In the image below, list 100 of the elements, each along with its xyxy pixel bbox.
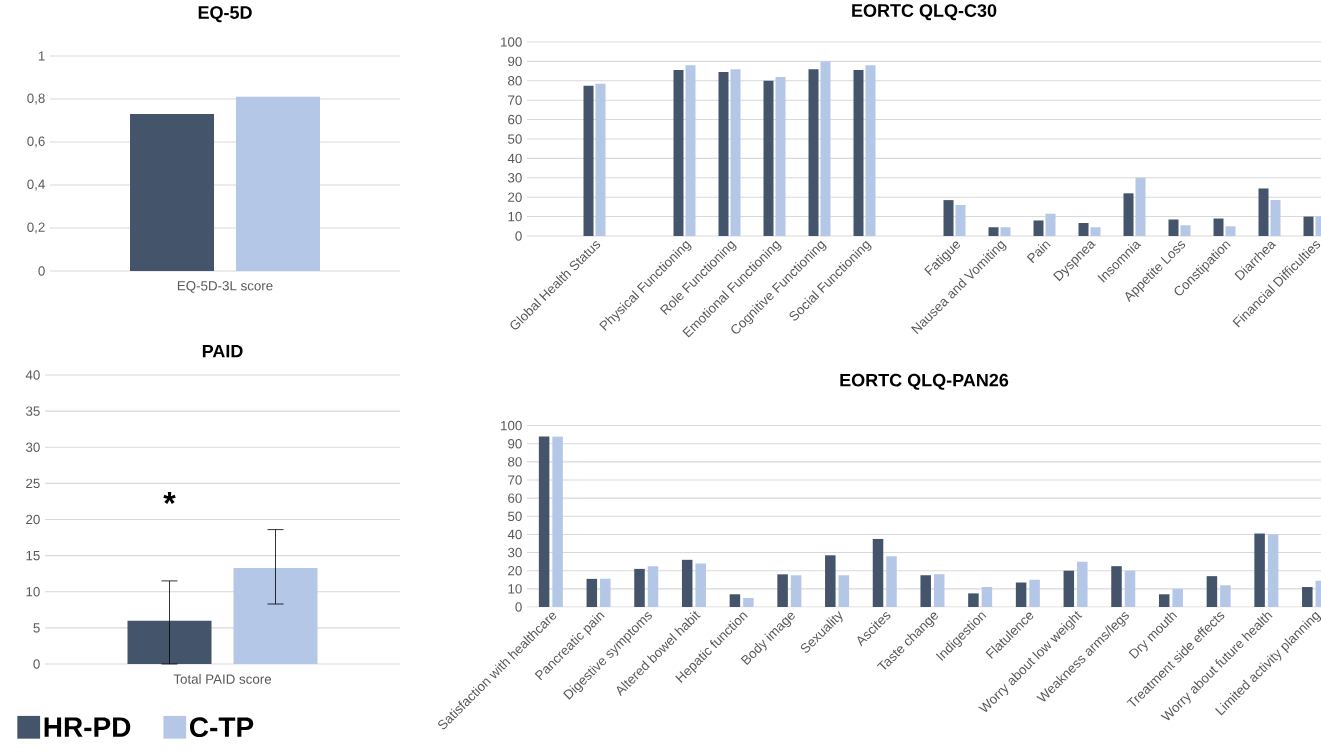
bar [730, 69, 741, 236]
y-tick-label: 40 [25, 370, 40, 380]
bar [647, 566, 659, 607]
y-tick-label: 10 [508, 584, 522, 594]
bar [673, 70, 684, 236]
y-tick-label: 0 [515, 602, 522, 612]
y-tick-label: 40 [507, 529, 522, 540]
bar [1180, 225, 1191, 236]
bar [872, 538, 884, 607]
bar [775, 76, 786, 236]
bar [1077, 561, 1088, 607]
bar [1206, 576, 1218, 607]
bar [838, 575, 850, 607]
bar [1063, 570, 1075, 607]
bar [955, 204, 966, 236]
y-tick-label: 0 [33, 659, 40, 669]
bar [988, 227, 999, 236]
bar [1033, 220, 1044, 236]
y-tick-label: 60 [508, 493, 522, 503]
bar [538, 436, 550, 607]
bar [943, 200, 954, 236]
y-tick-label: 100 [501, 420, 522, 431]
y-tick-label: 0 [38, 266, 45, 276]
bar [583, 85, 594, 236]
y-tick-label: 100 [501, 37, 522, 47]
bar [600, 578, 611, 607]
chart-title: EORTC QLQ-PAN26 [840, 373, 1009, 390]
bar [1000, 227, 1011, 236]
bar [595, 83, 606, 236]
bar [685, 65, 696, 236]
y-tick-label: 70 [508, 475, 522, 485]
bar [1078, 222, 1089, 236]
bar [1270, 200, 1281, 236]
y-tick-label: 90 [508, 56, 522, 67]
bar [1172, 588, 1183, 607]
y-tick-label: 60 [508, 114, 522, 125]
bar [853, 70, 864, 236]
y-tick-label: 10 [508, 211, 522, 222]
y-tick-label: 70 [508, 95, 522, 105]
y-tick-label: 35 [25, 406, 40, 416]
bar [981, 587, 993, 607]
annotation: * [163, 492, 176, 504]
y-tick-label: 0,8 [27, 93, 45, 105]
y-tick-label: 20 [26, 514, 40, 525]
bar [1254, 533, 1265, 607]
y-tick-label: 25 [26, 478, 40, 489]
bar [1015, 582, 1027, 607]
y-tick-label: 1 [38, 51, 45, 61]
y-tick-label: 20 [508, 192, 522, 202]
x-tick-label: Total PAID score [173, 674, 272, 684]
y-tick-label: 40 [507, 153, 522, 164]
bar [968, 593, 979, 607]
bar [1111, 566, 1122, 607]
chart-title: EQ-5D [198, 6, 252, 23]
bar [718, 72, 729, 236]
legend-label: HR-PD [44, 717, 131, 737]
y-tick-label: 90 [508, 439, 522, 449]
chart-title: EORTC QLQ-C30 [852, 4, 997, 21]
bar [1267, 534, 1279, 607]
bar [1168, 219, 1179, 236]
bar [820, 61, 831, 236]
y-tick-label: 30 [507, 547, 522, 558]
y-tick-label: 15 [26, 550, 40, 561]
bar [933, 574, 945, 607]
chart-title: PAID [202, 344, 243, 358]
bar [681, 559, 693, 607]
bar [1124, 570, 1136, 607]
y-tick-label: 30 [25, 442, 40, 452]
y-tick-label: 0,4 [27, 179, 45, 191]
bar [1135, 177, 1146, 236]
bar [1123, 193, 1134, 236]
y-tick-label: 80 [508, 457, 522, 467]
x-tick-label: Pain [1026, 241, 1051, 264]
x-tick-label: EQ-5D-3L score [177, 281, 273, 293]
bar [808, 69, 819, 236]
y-tick-label: 20 [508, 565, 522, 576]
bar [1029, 579, 1040, 607]
y-tick-label: 0,2 [27, 222, 45, 234]
bar [825, 555, 836, 607]
y-tick-label: 10 [26, 587, 40, 597]
bar [1045, 213, 1056, 236]
bar [1220, 585, 1231, 607]
bar [763, 80, 774, 236]
y-tick-label: 0 [515, 231, 522, 241]
y-tick-label: 0,6 [27, 136, 45, 148]
bar [743, 597, 754, 607]
bar [1225, 226, 1236, 236]
bar [1258, 188, 1269, 236]
y-tick-label: 80 [508, 76, 522, 86]
bar [1158, 594, 1170, 607]
y-tick-label: 50 [508, 134, 522, 144]
bar [1213, 218, 1224, 236]
bar [695, 563, 706, 607]
bar [886, 556, 897, 607]
bar [790, 575, 802, 607]
y-tick-label: 30 [507, 173, 522, 183]
bar [777, 574, 788, 607]
bar [920, 575, 931, 607]
bar [1090, 227, 1101, 236]
bar [552, 436, 563, 607]
